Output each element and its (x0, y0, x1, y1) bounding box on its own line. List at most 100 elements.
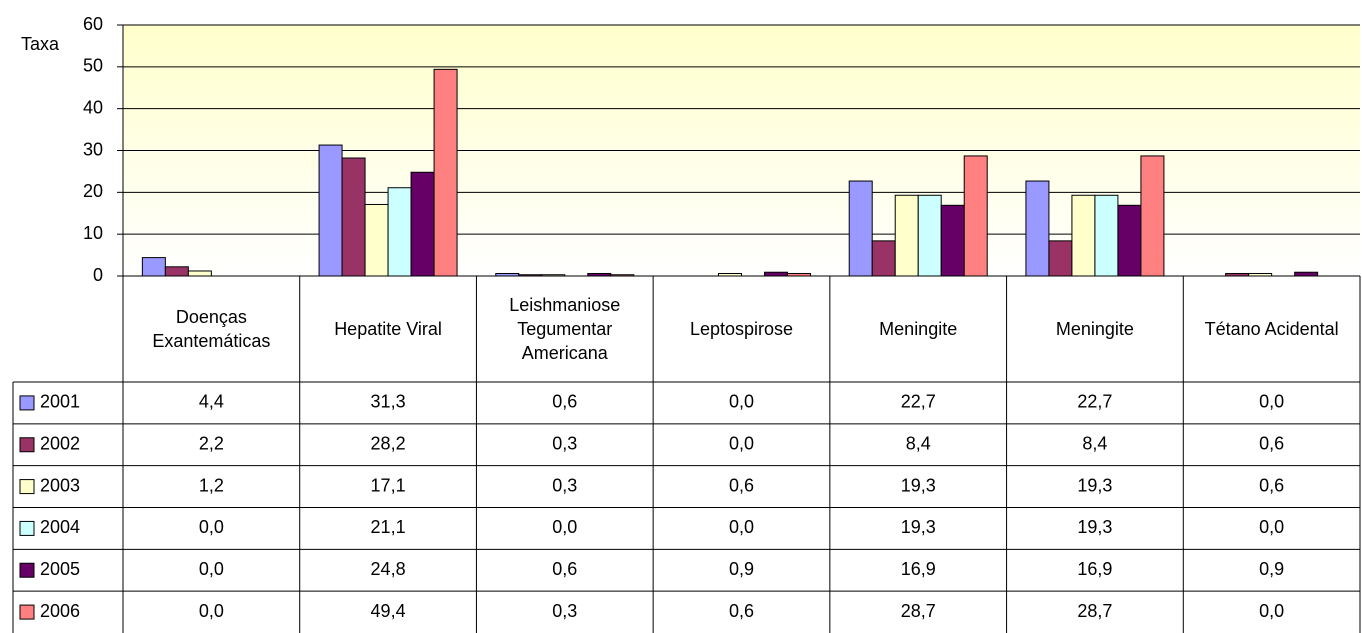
value-label: 16,9 (1077, 559, 1112, 579)
value-label: 16,9 (901, 559, 936, 579)
category-cell: Leishmaniose Tegumentar Americana (509, 294, 621, 364)
bar (1294, 271, 1319, 277)
legend-label: 2001 (40, 392, 80, 412)
x-tick-label: Meningite (879, 318, 958, 339)
y-tick-label: 20 (83, 181, 103, 201)
value-label: 0,0 (1259, 601, 1284, 621)
bar (1048, 240, 1073, 277)
value-label: 21,1 (371, 517, 406, 537)
value-label: 0,6 (729, 601, 754, 621)
bar (1025, 180, 1050, 277)
value-label: 0,0 (552, 517, 577, 537)
value-label: 0,0 (1259, 517, 1284, 537)
legend-label: 2002 (40, 434, 80, 454)
category-cell: Meningite (1055, 318, 1134, 339)
value-label: 0,6 (729, 475, 754, 495)
x-tick-label: Leishmaniose Tegumentar Americana (509, 294, 621, 364)
x-tick-label: Leptospirose (689, 318, 794, 339)
category-cell: Hepatite Viral (334, 318, 442, 339)
bar (963, 155, 988, 277)
value-label: 19,3 (901, 517, 936, 537)
y-tick-label: 50 (83, 56, 103, 76)
bar (848, 180, 873, 277)
value-label: 0,9 (729, 559, 754, 579)
legend-label: 2004 (40, 517, 80, 537)
y-tick-label: 40 (83, 97, 103, 117)
value-label: 28,7 (901, 601, 936, 621)
legend-label: 2006 (40, 601, 80, 621)
y-tick-label: 60 (83, 14, 103, 34)
bar (141, 257, 166, 277)
value-label: 0,0 (199, 601, 224, 621)
bar (433, 68, 458, 277)
value-label: 24,8 (371, 559, 406, 579)
value-label: 0,6 (552, 559, 577, 579)
x-tick-label: Hepatite Viral (334, 318, 442, 339)
bar (894, 194, 919, 277)
value-label: 19,3 (901, 475, 936, 495)
value-label: 0,6 (1259, 434, 1284, 454)
value-label: 1,2 (199, 475, 224, 495)
value-label: 0,0 (729, 517, 754, 537)
value-label: 17,1 (371, 475, 406, 495)
value-label: 8,4 (906, 434, 931, 454)
value-label: 8,4 (1082, 434, 1107, 454)
bar (940, 204, 965, 277)
bar (917, 194, 942, 277)
bar (387, 187, 412, 277)
value-label: 0,0 (729, 434, 754, 454)
value-label: 0,0 (729, 392, 754, 412)
legend-key (19, 520, 35, 536)
legend-key (19, 479, 35, 495)
bar (164, 266, 189, 277)
category-cell: Meningite (879, 318, 958, 339)
value-label: 28,2 (371, 434, 406, 454)
value-label: 0,3 (552, 475, 577, 495)
bar (1117, 204, 1142, 277)
value-label: 0,0 (199, 559, 224, 579)
value-label: 22,7 (901, 392, 936, 412)
value-label: 0,0 (1259, 392, 1284, 412)
legend-key (19, 604, 35, 620)
bar (871, 240, 896, 277)
value-label: 0,3 (552, 434, 577, 454)
y-tick-label: 0 (93, 265, 103, 285)
value-label: 0,6 (1259, 475, 1284, 495)
value-label: 2,2 (199, 434, 224, 454)
category-cell: Tétano Acidental (1204, 318, 1339, 339)
legend-key (19, 395, 35, 411)
value-label: 49,4 (371, 601, 406, 621)
legend-key (19, 437, 35, 453)
value-label: 22,7 (1077, 392, 1112, 412)
category-cell: Leptospirose (689, 318, 794, 339)
legend-label: 2003 (40, 475, 80, 495)
x-tick-label: Doenças Exantemáticas (152, 306, 271, 351)
bar (341, 157, 366, 277)
legend-label: 2005 (40, 559, 80, 579)
bar (764, 271, 788, 277)
value-label: 0,0 (199, 517, 224, 537)
bar (1140, 155, 1165, 277)
bar (187, 270, 212, 277)
value-label: 0,6 (552, 392, 577, 412)
bar (410, 171, 435, 277)
x-tick-label: Tétano Acidental (1204, 318, 1339, 339)
legend-key (19, 562, 35, 578)
y-axis-label: Taxa (21, 34, 60, 54)
value-label: 4,4 (199, 392, 224, 412)
value-label: 28,7 (1077, 601, 1112, 621)
value-label: 0,9 (1259, 559, 1284, 579)
bar (1071, 194, 1096, 277)
value-label: 19,3 (1077, 475, 1112, 495)
x-tick-label: Meningite (1055, 318, 1134, 339)
y-tick-label: 30 (83, 139, 103, 159)
value-label: 31,3 (371, 392, 406, 412)
y-tick-label: 10 (83, 223, 103, 243)
bar (318, 144, 343, 277)
bar (1094, 194, 1119, 277)
value-label: 19,3 (1077, 517, 1112, 537)
bar (364, 203, 389, 277)
value-label: 0,3 (552, 601, 577, 621)
category-cell: Doenças Exantemáticas (152, 306, 271, 351)
